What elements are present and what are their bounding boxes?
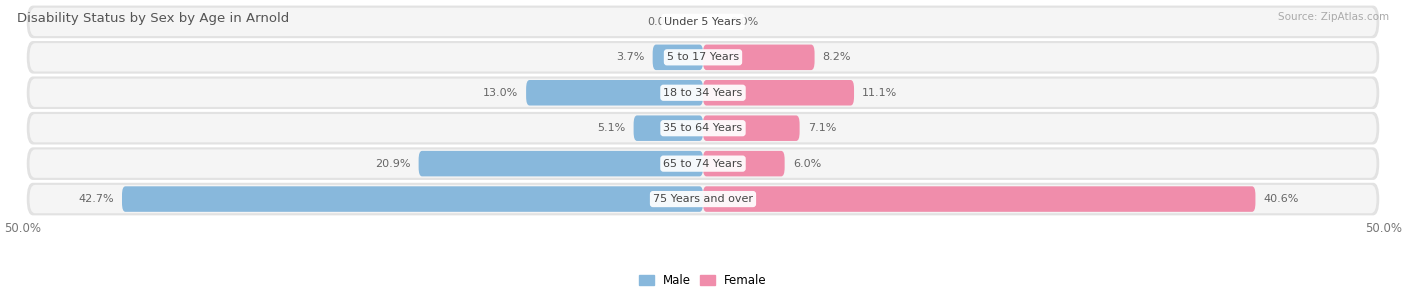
Text: 3.7%: 3.7% [616,52,644,62]
FancyBboxPatch shape [30,150,1376,178]
Text: Under 5 Years: Under 5 Years [665,17,741,27]
FancyBboxPatch shape [27,112,1379,144]
Text: 6.0%: 6.0% [793,159,821,169]
Text: 0.0%: 0.0% [730,17,758,27]
FancyBboxPatch shape [122,186,703,212]
Text: Source: ZipAtlas.com: Source: ZipAtlas.com [1278,12,1389,22]
Text: 5 to 17 Years: 5 to 17 Years [666,52,740,62]
Text: 5.1%: 5.1% [598,123,626,133]
FancyBboxPatch shape [30,185,1376,213]
Text: 20.9%: 20.9% [375,159,411,169]
FancyBboxPatch shape [30,114,1376,142]
Text: 7.1%: 7.1% [808,123,837,133]
FancyBboxPatch shape [27,183,1379,215]
Text: 75 Years and over: 75 Years and over [652,194,754,204]
FancyBboxPatch shape [27,77,1379,109]
Text: 35 to 64 Years: 35 to 64 Years [664,123,742,133]
FancyBboxPatch shape [27,5,1379,38]
FancyBboxPatch shape [703,116,800,141]
FancyBboxPatch shape [703,45,814,70]
FancyBboxPatch shape [703,186,1256,212]
Text: 42.7%: 42.7% [79,194,114,204]
FancyBboxPatch shape [27,41,1379,74]
Text: 0.0%: 0.0% [648,17,676,27]
FancyBboxPatch shape [703,151,785,176]
FancyBboxPatch shape [526,80,703,105]
FancyBboxPatch shape [703,80,853,105]
Text: 13.0%: 13.0% [482,88,517,98]
FancyBboxPatch shape [419,151,703,176]
FancyBboxPatch shape [652,45,703,70]
Legend: Male, Female: Male, Female [634,269,772,292]
FancyBboxPatch shape [27,147,1379,180]
Text: 40.6%: 40.6% [1264,194,1299,204]
Text: 8.2%: 8.2% [823,52,851,62]
Text: Disability Status by Sex by Age in Arnold: Disability Status by Sex by Age in Arnol… [17,12,290,25]
Text: 18 to 34 Years: 18 to 34 Years [664,88,742,98]
FancyBboxPatch shape [30,78,1376,107]
FancyBboxPatch shape [634,116,703,141]
FancyBboxPatch shape [30,8,1376,36]
Text: 11.1%: 11.1% [862,88,897,98]
FancyBboxPatch shape [30,43,1376,71]
Text: 65 to 74 Years: 65 to 74 Years [664,159,742,169]
